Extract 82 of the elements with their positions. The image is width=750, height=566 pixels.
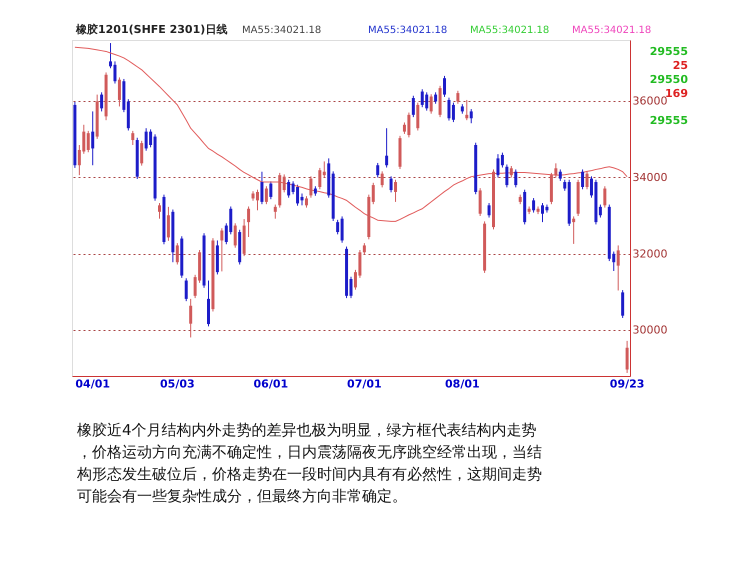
candlestick [380,170,384,188]
text: 25 [672,59,688,72]
candlestick [532,198,536,214]
candlestick [376,162,380,178]
candlestick [390,176,393,193]
candlestick [510,166,513,178]
candlestick [304,196,308,208]
candlestick [420,88,424,108]
x-tick-label: 08/01 [445,378,480,390]
candlestick [140,140,144,166]
y-tick-label: 30000 [632,324,668,337]
candlestick [452,102,455,123]
candlestick [572,216,576,244]
candlestick [616,244,620,291]
candlestick [131,130,134,146]
candlestick [256,189,259,211]
text: MA55:34021.18 [242,25,322,36]
candlestick [91,110,94,166]
chart-title: 橡胶1201(SHFE 2301)日线 [75,23,228,36]
text: 橡胶近4个月结构内外走势的差异也极为明显，绿方框代表结构内走势，价格运动方向充满不确定性，日内震荡隔夜无序跳空经常出现，当结构形态发生破位后，价格走势在一段时间内具有有必然性，这期间走势可能会有一些复杂性成分，但最终方向非常确定。 [76,421,542,505]
candlestick [603,186,606,208]
candlestick [412,95,415,118]
candlestick [434,92,438,104]
candlestick [220,228,224,272]
candlestick [425,92,428,112]
text: 29555 [650,114,688,127]
candlestick [488,202,491,218]
candlestick [189,298,192,338]
candlestick [100,92,104,112]
x-tick-label: 04/01 [75,378,110,390]
text: MA55:34021.18 [470,25,550,36]
candlestick [260,171,264,205]
y-tick-label: 34000 [632,170,668,184]
candlestick [86,130,90,153]
candlestick [478,188,482,217]
y-tick-label: 36000 [632,94,668,108]
candlestick [416,102,420,131]
candlestick [558,168,562,182]
x-tick-label: 09/23 [610,378,644,390]
candlestick [113,60,116,84]
candlestick [287,179,290,198]
x-tick-label: 07/01 [347,378,382,390]
candlestick [144,128,148,152]
candlestick [443,75,446,98]
candlestick [460,104,464,114]
candlestick [586,170,589,190]
candlestick [158,202,162,220]
text: 29550 [650,73,688,86]
y-tick-label: 32000 [632,247,668,260]
candlestick [465,99,468,121]
candlestick [264,186,268,205]
candlestick [470,108,473,124]
candlestick [247,206,250,238]
candlestick [394,179,398,202]
line-series [74,46,628,222]
candlestick [166,206,170,242]
candlestick [309,176,312,198]
text: MA55:34021.18 [368,25,448,36]
candlestick [252,190,255,202]
text: 29555 [650,45,688,58]
candlestick [234,222,237,248]
x-tick-label: 06/01 [254,378,288,390]
candlestick [554,162,558,178]
candlestick [621,290,624,318]
candlestick [274,204,277,220]
candlestick [407,112,410,138]
candlestick [362,242,366,256]
candlestick [430,94,433,114]
candlestick [581,168,584,190]
x-tick-label: 05/03 [160,378,195,390]
candlestick [176,242,179,266]
candlestick [385,128,388,168]
candlestick [514,168,518,188]
candlestick [626,340,629,374]
candlestick [456,90,460,104]
candlestick [518,194,522,205]
candlestick [184,278,188,302]
text: MA55:34021.18 [572,25,652,36]
candlestick [314,186,317,196]
candlestick [269,180,272,200]
candlestick [505,164,508,188]
candlestick [118,76,121,107]
